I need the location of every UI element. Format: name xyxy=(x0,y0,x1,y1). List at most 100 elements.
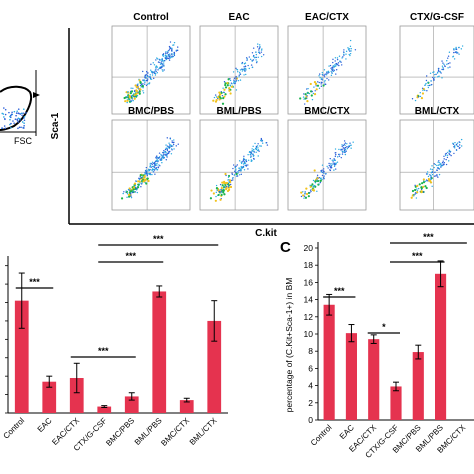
flow-event-dot xyxy=(422,178,425,181)
flow-event-dot xyxy=(222,189,225,192)
flow-event-dot xyxy=(255,53,258,56)
flow-event-dot xyxy=(411,189,415,193)
flow-event-dot xyxy=(447,151,449,154)
flow-event-dot xyxy=(416,188,418,190)
flow-event-dot xyxy=(162,157,165,159)
flow-event-dot xyxy=(310,94,313,97)
flow-event-dot xyxy=(138,79,141,82)
flow-event-dot xyxy=(344,151,346,154)
flow-event-dot xyxy=(244,65,247,68)
flow-event-dot xyxy=(323,172,325,174)
flow-event-dot xyxy=(259,45,261,48)
flow-event-dot xyxy=(246,59,248,61)
flow-event-dot xyxy=(255,59,257,61)
flow-event-dot xyxy=(313,184,316,187)
flow-event-dot xyxy=(224,186,226,188)
flow-event-dot xyxy=(255,147,257,150)
flow-event-dot xyxy=(332,65,334,67)
flow-event-dot xyxy=(422,191,425,193)
flow-event-dot xyxy=(161,66,163,69)
flow-event-dot xyxy=(313,93,317,96)
flow-event-dot xyxy=(151,168,153,171)
panel-c-letter: C xyxy=(280,239,291,256)
flow-event-dot xyxy=(305,187,308,190)
flow-event-dot xyxy=(328,79,330,81)
flow-event-dot xyxy=(334,168,337,170)
flow-event-dot xyxy=(134,84,137,87)
flow-event-dot xyxy=(254,142,256,145)
flow-event-dot xyxy=(252,155,255,157)
flow-event-dot xyxy=(225,186,228,188)
gate-dot xyxy=(4,113,7,116)
gate-dot xyxy=(16,119,19,122)
flow-event-dot xyxy=(332,161,334,163)
flow-event-dot xyxy=(420,96,424,100)
flow-event-dot xyxy=(333,162,335,164)
flow-event-dot xyxy=(334,148,337,150)
flow-event-dot xyxy=(258,150,260,152)
flow-event-dot xyxy=(149,162,152,165)
gate-dot xyxy=(17,112,20,115)
flow-event-dot xyxy=(266,144,269,146)
flow-event-dot xyxy=(224,93,227,96)
flow-event-dot xyxy=(134,186,137,189)
flow-event-dot xyxy=(234,170,236,173)
flow-event-dot xyxy=(228,181,230,184)
flow-event-dot xyxy=(158,152,161,154)
flow-event-dot xyxy=(155,59,157,61)
flow-event-dot xyxy=(349,39,352,42)
gate-dot xyxy=(4,108,7,111)
flow-event-dot xyxy=(135,95,138,98)
flow-event-dot xyxy=(332,68,334,71)
flow-event-dot xyxy=(240,170,242,172)
flow-event-dot xyxy=(448,160,450,162)
gate-dots xyxy=(1,107,27,130)
flow-event-dot xyxy=(330,165,332,168)
gate-dot xyxy=(13,110,16,113)
flow-event-dot xyxy=(169,55,171,58)
flow-event-dot xyxy=(336,161,339,163)
flow-event-dot xyxy=(249,58,252,61)
flow-event-dot xyxy=(446,156,449,159)
flow-event-dot xyxy=(236,69,239,71)
flow-event-dot xyxy=(333,159,335,162)
flow-event-dot xyxy=(437,69,440,71)
flow-event-dot xyxy=(172,143,175,146)
category-label: EAC xyxy=(36,416,54,434)
flow-event-dot xyxy=(147,168,150,171)
flow-event-dot xyxy=(132,190,134,192)
flow-event-dot xyxy=(155,68,157,70)
flow-event-dot xyxy=(441,60,443,62)
flow-event-dot xyxy=(172,53,174,55)
flow-event-dot xyxy=(172,55,175,58)
flow-event-dot xyxy=(223,95,226,98)
flow-event-dot xyxy=(152,166,155,168)
flow-event-dot xyxy=(223,81,226,83)
flow-event-dot xyxy=(151,161,154,163)
flow-event-dot xyxy=(346,147,349,150)
flow-event-dot xyxy=(166,57,168,59)
flow-event-dot xyxy=(300,195,303,198)
flow-event-dot xyxy=(236,164,239,166)
flow-event-dot xyxy=(416,190,419,192)
flow-event-dot xyxy=(130,195,132,197)
flow-event-dot xyxy=(232,179,234,181)
flow-event-dot xyxy=(149,172,151,175)
flow-event-dot xyxy=(430,181,433,184)
flow-event-dot xyxy=(163,151,165,153)
flow-event-dot xyxy=(419,95,422,98)
flow-event-dot xyxy=(169,137,171,139)
flow-event-dot xyxy=(307,195,310,198)
flow-event-dot xyxy=(247,154,249,156)
flow-event-dot xyxy=(215,195,217,198)
flow-event-dot xyxy=(318,73,321,75)
flow-event-dot xyxy=(429,178,432,180)
flow-event-dot xyxy=(130,87,132,89)
flow-event-dot xyxy=(173,41,176,44)
flow-event-dot xyxy=(434,73,436,76)
flow-event-dot xyxy=(339,60,341,62)
flow-event-dot xyxy=(157,157,159,159)
flow-event-dot xyxy=(123,191,125,193)
flow-event-dot xyxy=(171,47,173,50)
flow-event-dot xyxy=(324,173,327,175)
